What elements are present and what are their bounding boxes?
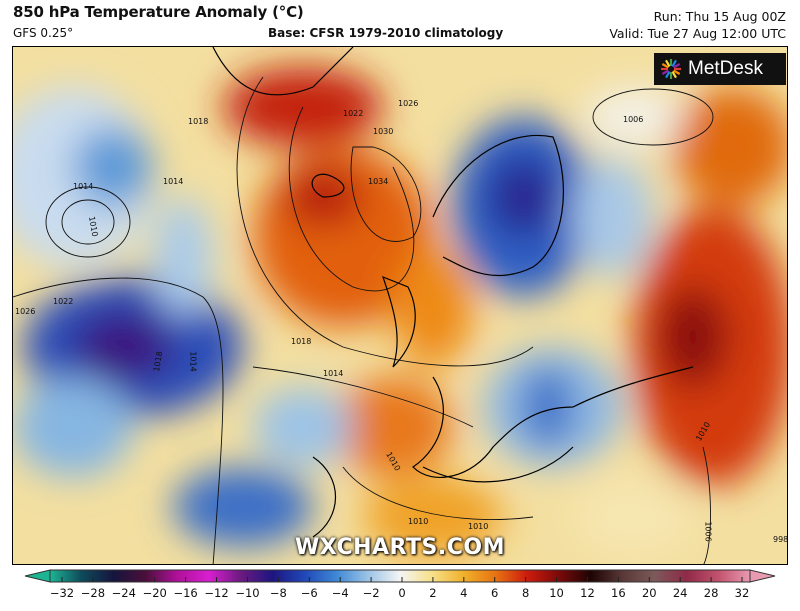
watermark: WXCHARTS.COM bbox=[295, 535, 505, 560]
colorbar-max-arrow bbox=[749, 569, 776, 583]
colorbar-gradient bbox=[49, 569, 751, 583]
colorbar-tick-label: −32 bbox=[49, 586, 75, 600]
colorbar-tick-label: 24 bbox=[672, 586, 688, 600]
run-time: Run: Thu 15 Aug 00Z bbox=[653, 9, 786, 24]
colorbar bbox=[24, 569, 776, 583]
isobar-label: 1014 bbox=[163, 177, 184, 186]
metdesk-logo: MetDesk bbox=[654, 53, 786, 85]
isobar-label: 1010 bbox=[468, 522, 489, 531]
isobar-label: 998 bbox=[773, 535, 788, 544]
map-title: 850 hPa Temperature Anomaly (°C) bbox=[13, 3, 304, 21]
colorbar-tick-label: −10 bbox=[235, 586, 260, 600]
isobar-label: 1034 bbox=[368, 177, 389, 186]
colorbar-tick-label: 12 bbox=[580, 586, 595, 600]
colorbar-tick-label: −2 bbox=[362, 586, 380, 600]
isobar-label: 1026 bbox=[398, 99, 419, 108]
isobar-label: 1014 bbox=[323, 369, 344, 378]
colorbar-tick-label: −28 bbox=[80, 586, 106, 600]
isobar-label: 1018 bbox=[291, 337, 312, 346]
isobar-label: 1014 bbox=[73, 182, 94, 191]
colorbar-min-arrow bbox=[24, 569, 51, 583]
colorbar-tick-label: 20 bbox=[641, 586, 657, 600]
valid-time: Valid: Tue 27 Aug 12:00 UTC bbox=[609, 26, 786, 41]
colorbar-tick-label: 32 bbox=[734, 586, 750, 600]
isobar-label: 1014 bbox=[188, 351, 198, 372]
anomaly-field bbox=[13, 47, 787, 564]
colorbar-tick-label: −24 bbox=[111, 586, 136, 600]
colorbar-tick-label: −20 bbox=[142, 586, 167, 600]
colorbar-tick-label: −16 bbox=[173, 586, 198, 600]
colorbar-tick-label: −12 bbox=[204, 586, 229, 600]
isobar-label: 1022 bbox=[53, 297, 74, 306]
colorbar-tick-label: 2 bbox=[429, 586, 437, 600]
anomaly-map: 1014 1010 1014 1018 1022 1026 1030 1034 … bbox=[12, 46, 788, 565]
metdesk-burst-icon bbox=[661, 59, 681, 79]
colorbar-tick-label: 16 bbox=[611, 586, 626, 600]
colorbar-tick-label: −8 bbox=[269, 586, 287, 600]
model-label: GFS 0.25° bbox=[13, 26, 74, 40]
colorbar-tick-label: −6 bbox=[300, 586, 318, 600]
logo-text: MetDesk bbox=[688, 58, 763, 79]
colorbar-tick-label: 10 bbox=[549, 586, 564, 600]
colorbar-tick-label: 0 bbox=[398, 586, 406, 600]
colorbar-tick-label: 4 bbox=[460, 586, 468, 600]
isobar-label: 1006 bbox=[623, 115, 644, 124]
isobar-label: 1026 bbox=[15, 307, 36, 316]
isobar-label: 1022 bbox=[343, 109, 364, 118]
colorbar-tick-label: 8 bbox=[521, 586, 530, 600]
colorbar-tick-label: 6 bbox=[491, 586, 499, 600]
isobar-label: 1018 bbox=[188, 117, 209, 126]
colorbar-tick-label: −4 bbox=[331, 586, 349, 600]
isobar-label: 1030 bbox=[373, 127, 394, 136]
isobar-label: 1010 bbox=[408, 517, 429, 526]
colorbar-tick-label: 28 bbox=[703, 586, 719, 600]
climatology-base: Base: CFSR 1979-2010 climatology bbox=[268, 26, 504, 40]
